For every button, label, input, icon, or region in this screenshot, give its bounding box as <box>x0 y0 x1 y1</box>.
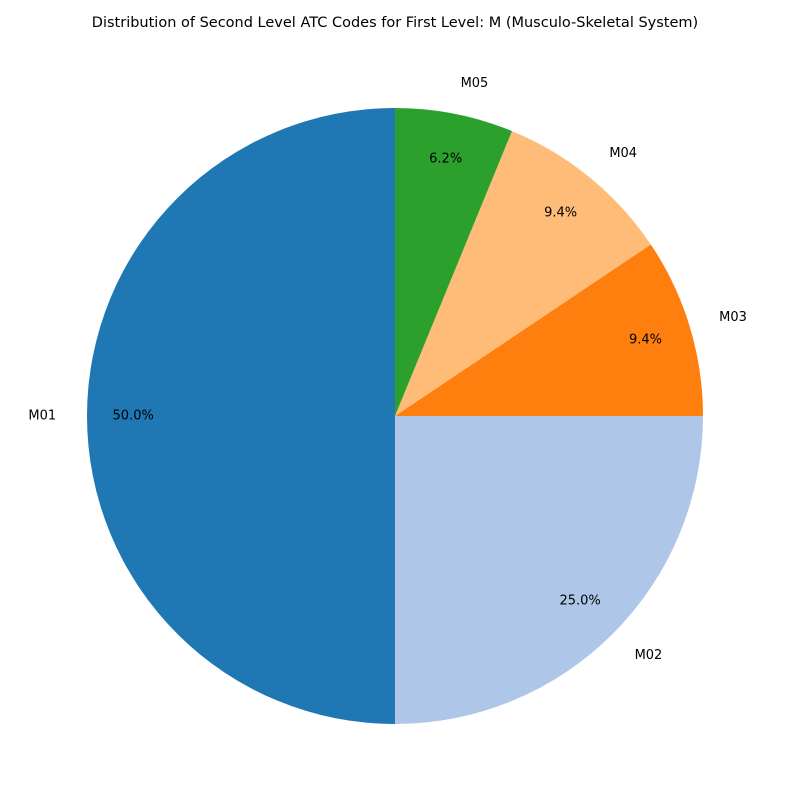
pie-slice-m01 <box>87 108 395 724</box>
chart-title: Distribution of Second Level ATC Codes f… <box>92 15 698 31</box>
slice-percent-m02: 25.0% <box>559 594 600 609</box>
slice-label-m04: M04 <box>609 146 637 161</box>
pie-slices <box>87 108 703 724</box>
slice-label-m05: M05 <box>461 76 489 91</box>
pie-slice-m03 <box>395 244 703 416</box>
pie-slice-m02 <box>395 416 703 724</box>
pie-slice-m05 <box>395 108 512 416</box>
slice-label-m02: M02 <box>635 648 663 663</box>
slice-percent-m05: 6.2% <box>429 152 462 167</box>
pie-labels: M01 50.0% M02 25.0% M03 9.4% M04 9.4% M05 6.2% <box>28 76 746 663</box>
slice-label-m03: M03 <box>719 310 747 325</box>
slice-percent-m01: 50.0% <box>113 409 154 424</box>
slice-label-m01: M01 <box>28 409 56 424</box>
pie-slice-m04 <box>395 131 651 416</box>
slice-percent-m03: 9.4% <box>629 332 662 347</box>
slice-percent-m04: 9.4% <box>544 206 577 221</box>
